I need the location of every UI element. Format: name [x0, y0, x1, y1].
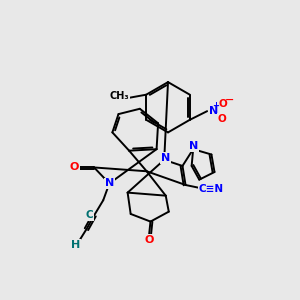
Text: O: O — [69, 163, 79, 172]
Text: N: N — [161, 153, 171, 163]
Text: CH₃: CH₃ — [110, 92, 129, 101]
Text: H: H — [71, 240, 80, 250]
Text: C: C — [85, 211, 93, 220]
Text: N: N — [209, 106, 218, 116]
Text: O: O — [218, 114, 226, 124]
Text: +: + — [213, 101, 220, 110]
Text: −: − — [225, 95, 234, 105]
Text: N: N — [188, 141, 198, 151]
Text: N: N — [105, 178, 114, 188]
Text: O: O — [219, 98, 227, 109]
Text: C≡N: C≡N — [199, 184, 224, 194]
Text: O: O — [144, 235, 154, 244]
